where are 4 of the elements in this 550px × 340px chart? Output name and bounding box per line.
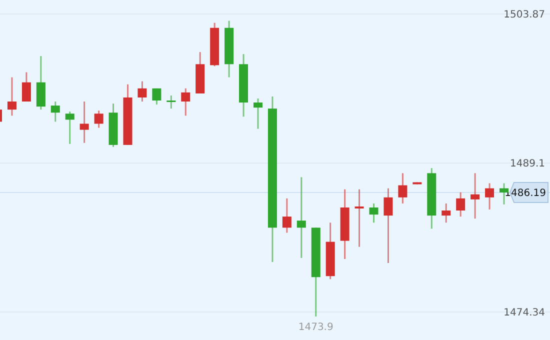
y-tick-label: 1489.1 bbox=[510, 158, 545, 170]
y-tick-label: 1503.87 bbox=[504, 10, 545, 21]
y-tick-label: 1474.34 bbox=[504, 308, 545, 319]
annotation: 1473.9 bbox=[298, 322, 334, 333]
